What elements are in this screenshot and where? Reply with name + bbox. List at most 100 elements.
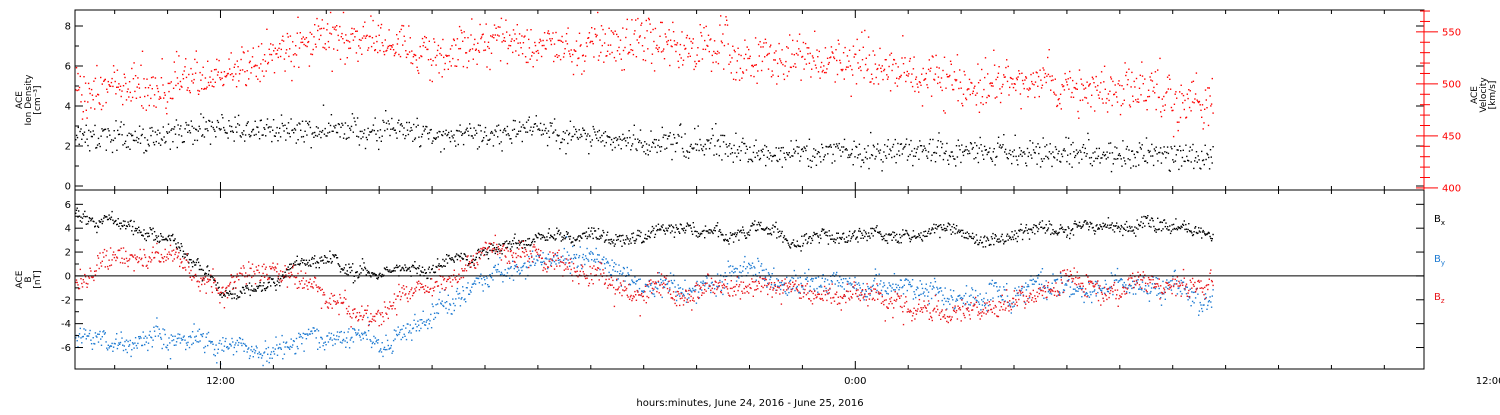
density-point — [850, 152, 853, 155]
velocity-point — [274, 47, 276, 49]
velocity-point — [878, 64, 880, 66]
b-bx-point — [361, 258, 364, 260]
b-bx-point — [512, 240, 514, 242]
density-point — [379, 129, 382, 131]
density-point — [217, 121, 220, 124]
b-by-point — [332, 344, 334, 347]
b-by-point — [562, 255, 564, 257]
b-by-point — [314, 330, 317, 332]
b-bx-point — [1204, 233, 1206, 235]
density-point — [1021, 155, 1023, 157]
velocity-point — [634, 30, 636, 32]
velocity-point — [721, 42, 723, 44]
density-point — [449, 140, 452, 143]
b-bx-point — [541, 236, 543, 239]
b-by-point — [468, 293, 470, 295]
density-point — [1018, 147, 1021, 149]
density-point — [810, 166, 812, 169]
b-by-point — [392, 339, 395, 342]
velocity-point — [284, 70, 286, 72]
density-series — [75, 104, 1214, 173]
velocity-point — [318, 38, 320, 41]
density-point — [884, 155, 887, 157]
b-bx-point — [172, 239, 175, 242]
b-bx-point — [713, 229, 715, 231]
velocity-point — [1035, 71, 1037, 73]
velocity-point — [960, 87, 962, 89]
velocity-point — [896, 77, 898, 79]
b-by-point — [541, 261, 543, 263]
velocity-point — [860, 69, 862, 72]
density-point — [1102, 153, 1104, 156]
density-point — [264, 128, 266, 130]
velocity-point — [1075, 82, 1078, 85]
velocity-point — [445, 54, 447, 56]
b-bx-point — [242, 286, 245, 289]
b-bx-point — [569, 238, 571, 240]
density-point — [1081, 146, 1084, 149]
b-bx-point — [604, 239, 606, 242]
b-bx-point — [496, 247, 498, 249]
density-point — [542, 133, 544, 135]
b-by-point — [569, 272, 572, 274]
density-point — [984, 149, 987, 151]
b-bx-point — [267, 286, 269, 288]
velocity-point — [250, 72, 252, 74]
b-bx-point — [1113, 225, 1115, 227]
b-bx-point — [331, 260, 333, 263]
velocity-point — [1056, 104, 1059, 107]
density-point — [614, 146, 616, 149]
density-point — [1178, 168, 1180, 171]
velocity-point — [1154, 92, 1156, 94]
velocity-point — [996, 76, 999, 78]
density-point — [848, 154, 850, 156]
b-bx-point — [853, 231, 855, 233]
velocity-point — [785, 60, 787, 63]
velocity-point — [216, 74, 219, 76]
density-point — [147, 143, 150, 145]
velocity-point — [373, 42, 375, 44]
b-by-point — [131, 349, 133, 351]
b-by-point — [207, 331, 210, 334]
velocity-point — [531, 55, 533, 57]
b-bx-point — [698, 235, 701, 237]
density-point — [905, 143, 907, 146]
b-by-point — [189, 335, 191, 337]
velocity-point — [103, 79, 106, 81]
velocity-point — [168, 90, 170, 93]
velocity-point — [582, 54, 584, 56]
b-bx-point — [1145, 217, 1147, 219]
velocity-point — [600, 51, 602, 54]
velocity-point — [154, 77, 157, 79]
b-bx-point — [778, 236, 780, 238]
b-bx-point — [1020, 223, 1022, 225]
density-point — [835, 143, 838, 145]
velocity-point — [352, 39, 355, 41]
density-point — [847, 156, 849, 159]
b-bx-point — [440, 265, 443, 267]
b-bx-point — [388, 271, 390, 273]
b-bx-point — [1103, 225, 1105, 228]
density-point — [531, 134, 533, 136]
b-by-point — [557, 259, 559, 261]
velocity-point — [249, 60, 251, 62]
density-point — [148, 145, 150, 147]
velocity-point — [461, 32, 463, 34]
velocity-point — [945, 87, 947, 89]
velocity-point — [616, 50, 619, 52]
b-by-point — [391, 352, 393, 354]
b-bx-point — [723, 239, 725, 241]
b-bx-point — [1050, 224, 1053, 226]
b-bx-point — [78, 210, 80, 212]
density-point — [811, 160, 813, 162]
velocity-point — [1132, 100, 1135, 103]
velocity-point — [868, 54, 871, 56]
b-by-point — [315, 337, 317, 339]
density-point — [351, 113, 354, 115]
b-bx-point — [125, 225, 128, 227]
velocity-point — [1176, 97, 1178, 99]
density-point — [1004, 151, 1006, 153]
b-bx-point — [350, 266, 352, 268]
b-bx-point — [288, 269, 290, 271]
density-point — [857, 154, 860, 156]
